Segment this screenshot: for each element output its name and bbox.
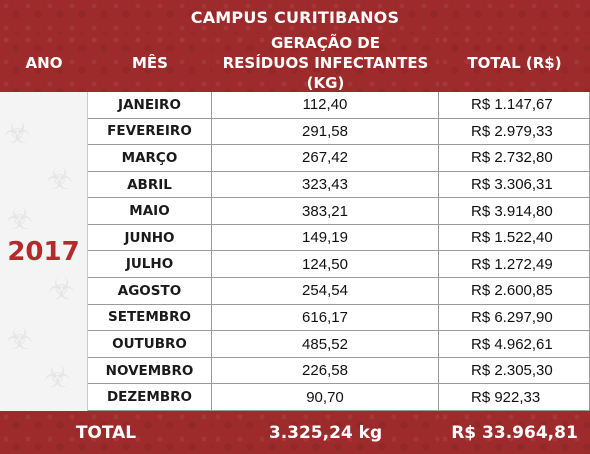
month-cell: AGOSTO — [88, 278, 212, 305]
waste-kg-cell: 226,58 — [212, 357, 439, 385]
header-waste-line2: RESÍDUOS INFECTANTES (KG) — [222, 54, 429, 92]
month-cell: JANEIRO — [88, 92, 212, 119]
month-cell: JULHO — [88, 251, 212, 279]
year-label: 2017 — [7, 236, 80, 267]
total-cell: R$ 2.732,80 — [439, 145, 590, 172]
waste-kg-cell: 90,70 — [212, 384, 439, 411]
total-cell: R$ 1.522,40 — [439, 224, 590, 252]
year-column: ☣ ☣ ☣ ☣ ☣ ☣ 2017 — [0, 92, 88, 411]
biohazard-icon: ☣ — [46, 162, 73, 197]
total-cell: R$ 922,33 — [439, 384, 590, 411]
header-waste: GERAÇÃO DE RESÍDUOS INFECTANTES (KG) — [212, 34, 439, 92]
total-cell: R$ 6.297,90 — [439, 304, 590, 332]
waste-kg-cell: 616,17 — [212, 304, 439, 332]
month-cell: DEZEMBRO — [88, 384, 212, 411]
footer-label: TOTAL — [0, 411, 212, 454]
footer-kg-total: 3.325,24 kg — [212, 411, 439, 454]
biohazard-icon: ☣ — [6, 202, 33, 237]
biohazard-icon: ☣ — [44, 360, 71, 395]
month-cell: OUTUBRO — [88, 331, 212, 358]
month-cell: JUNHO — [88, 224, 212, 252]
waste-kg-cell: 149,19 — [212, 224, 439, 252]
waste-kg-cell: 254,54 — [212, 278, 439, 305]
total-cell: R$ 1.147,67 — [439, 92, 590, 119]
header-waste-line1: GERAÇÃO DE — [270, 34, 380, 52]
month-cell: MARÇO — [88, 145, 212, 172]
waste-kg-cell: 383,21 — [212, 198, 439, 225]
table-title: CAMPUS CURITIBANOS — [0, 0, 590, 34]
footer-money-total: R$ 33.964,81 — [439, 411, 590, 454]
month-cell: SETEMBRO — [88, 304, 212, 332]
header-year: ANO — [0, 34, 88, 92]
total-cell: R$ 2.979,33 — [439, 118, 590, 146]
total-cell: R$ 4.962,61 — [439, 331, 590, 358]
month-cell: ABRIL — [88, 171, 212, 199]
month-cell: NOVEMBRO — [88, 357, 212, 385]
header-total: TOTAL (R$) — [439, 34, 590, 92]
month-cell: FEVEREIRO — [88, 118, 212, 146]
waste-kg-cell: 124,50 — [212, 251, 439, 279]
total-cell: R$ 3.306,31 — [439, 171, 590, 199]
biohazard-icon: ☣ — [6, 322, 33, 357]
waste-kg-cell: 112,40 — [212, 92, 439, 119]
waste-kg-cell: 485,52 — [212, 331, 439, 358]
total-cell: R$ 1.272,49 — [439, 251, 590, 279]
month-cell: MAIO — [88, 198, 212, 225]
total-cell: R$ 2.600,85 — [439, 278, 590, 305]
total-cell: R$ 3.914,80 — [439, 198, 590, 225]
biohazard-icon: ☣ — [48, 272, 75, 307]
biohazard-icon: ☣ — [4, 116, 31, 151]
waste-kg-cell: 291,58 — [212, 118, 439, 146]
total-cell: R$ 2.305,30 — [439, 357, 590, 385]
waste-kg-cell: 267,42 — [212, 145, 439, 172]
header-month: MÊS — [88, 34, 212, 92]
waste-kg-cell: 323,43 — [212, 171, 439, 199]
